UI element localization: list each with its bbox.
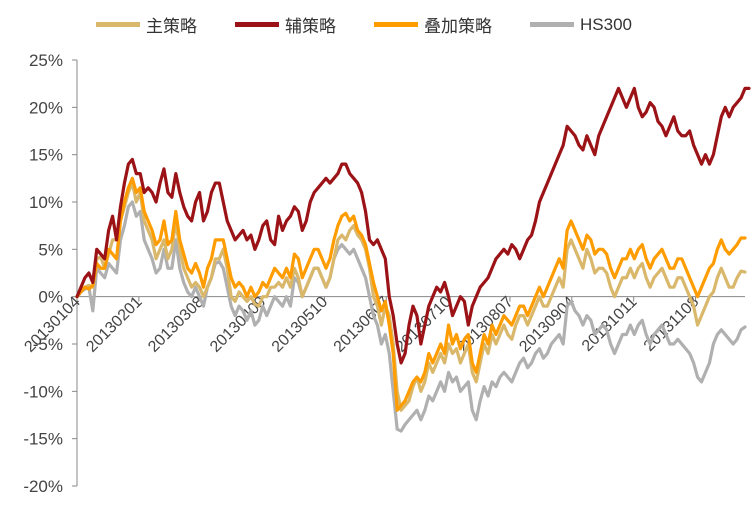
y-tick-label: -10%	[23, 382, 63, 401]
y-tick-label: -5%	[33, 335, 63, 354]
y-tick-label: -20%	[23, 477, 63, 496]
legend-label-overlay-strategy: 叠加策略	[424, 17, 492, 37]
series-lines	[75, 86, 751, 433]
overlay-strategy-line	[75, 176, 747, 412]
legend-item-aux-strategy: 辅策略	[235, 12, 336, 37]
legend-swatch-aux-strategy	[235, 22, 279, 27]
y-tick-label: 0%	[38, 288, 63, 307]
legend-swatch-overlay-strategy	[374, 22, 418, 27]
y-tick-label: 25%	[29, 51, 63, 70]
main-strategy-line	[75, 181, 747, 412]
legend-label-aux-strategy: 辅策略	[285, 17, 336, 37]
legend-item-overlay-strategy: 叠加策略	[374, 12, 492, 37]
x-tick-label: 20130308	[145, 293, 207, 355]
y-tick-label: 15%	[29, 146, 63, 165]
legend-label-main-strategy: 主策略	[146, 17, 197, 37]
legend-item-hs300: HS300	[530, 12, 632, 37]
legend-swatch-hs300	[530, 22, 574, 27]
legend-swatch-main-strategy	[96, 22, 140, 27]
legend-item-main-strategy: 主策略	[96, 12, 197, 37]
y-axis-ticks: 25% 20% 15% 10% 5% 0% -5% -10% -15% -20%	[23, 51, 78, 496]
legend-label-hs300: HS300	[580, 14, 632, 34]
chart-legend: 主策略 辅策略 叠加策略 HS300	[96, 12, 670, 37]
y-tick-label: 20%	[29, 98, 63, 117]
y-tick-label: -15%	[23, 430, 63, 449]
hs300-line	[75, 200, 747, 433]
y-tick-label: 10%	[29, 193, 63, 212]
y-tick-label: 5%	[38, 240, 63, 259]
aux-strategy-line	[75, 86, 751, 365]
